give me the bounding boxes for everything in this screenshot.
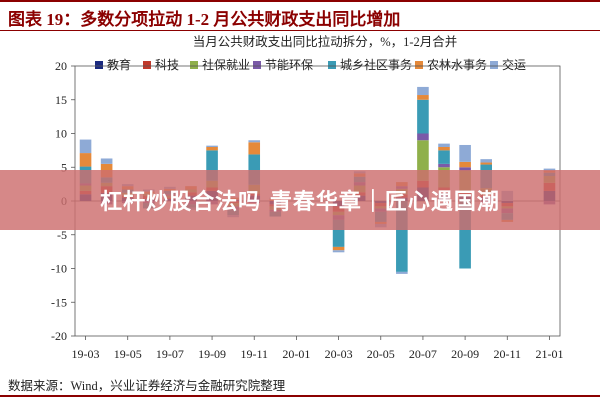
y-tick-label: -5 [57, 228, 67, 242]
bar-segment [438, 143, 450, 147]
overlay-banner: 杠杆炒股合法吗 青春华章｜匠心遇国潮 [0, 170, 600, 230]
title-rule [0, 30, 600, 31]
bar-segment [543, 168, 556, 171]
legend-swatch [415, 61, 423, 69]
bottom-rule [0, 395, 600, 397]
y-tick-label: -15 [51, 295, 67, 309]
x-tick-label: 19-05 [114, 347, 142, 361]
x-tick-label: 19-09 [198, 347, 226, 361]
y-tick-label: 15 [55, 93, 67, 107]
bar-segment [438, 163, 450, 168]
bar-segment [459, 167, 471, 171]
legend-label: 节能环保 [265, 58, 313, 72]
y-tick-label: -20 [51, 329, 67, 343]
x-tick-label: 19-11 [240, 347, 268, 361]
chart-legend: 教育 科技 社保就业 节能环保 城乡社区事务 农林水事务 交运 [95, 57, 526, 72]
x-tick-label: 20-09 [451, 347, 479, 361]
bar-segment [79, 153, 92, 167]
legend-label: 教育 [107, 57, 131, 72]
legend-label: 社保就业 [202, 57, 250, 72]
legend-label: 交运 [502, 57, 526, 72]
y-tick-label: 20 [55, 59, 67, 73]
bar-segment [459, 201, 471, 269]
bar-segment [248, 142, 261, 155]
legend-swatch [328, 61, 336, 69]
bar-segment [459, 161, 471, 168]
bar-segment [480, 162, 492, 165]
x-tick-label: 19-03 [72, 347, 100, 361]
bar-segment [332, 246, 345, 251]
legend-swatch [143, 61, 151, 69]
bar-segment [417, 133, 429, 141]
bar-segment [206, 147, 218, 151]
bar-segment [438, 147, 450, 151]
bar-segment [417, 140, 429, 181]
x-tick-label: 20-03 [325, 347, 353, 361]
x-tick-label: 20-01 [282, 347, 310, 361]
data-source: 数据来源：Wind，兴业证券经济与金融研究院整理 [8, 379, 286, 393]
x-tick-label: 19-07 [156, 347, 184, 361]
bar-segment [459, 144, 471, 162]
legend-swatch [190, 61, 198, 69]
figure-title: 图表 19：多数分项拉动 1-2 月公共财政支出同比增加 [0, 0, 600, 30]
y-tick-label: 10 [55, 127, 67, 141]
y-tick-label: -10 [51, 262, 67, 276]
x-tick-label: 21-01 [535, 347, 563, 361]
bar-segment [79, 139, 92, 154]
bar-segment [206, 145, 218, 147]
legend-label: 城乡社区事务 [340, 57, 412, 72]
x-tick-label: 20-05 [367, 347, 395, 361]
bar-segment [417, 95, 429, 100]
bar-segment [248, 154, 261, 185]
bar-segment [396, 201, 408, 272]
bar-segment [396, 271, 408, 274]
chart-title: 当月公共财政支出同比拉动拆分，%，1-2月合并 [193, 34, 458, 49]
bar-segment [417, 86, 429, 96]
bar-segment [100, 158, 113, 164]
legend-swatch [253, 61, 261, 69]
legend-swatch [490, 61, 498, 69]
legend-swatch [95, 61, 103, 69]
bar-segment [438, 150, 450, 164]
x-tick-label: 20-07 [409, 347, 437, 361]
y-tick-label: 5 [61, 160, 67, 174]
bar-segment [480, 159, 492, 163]
bar-segment [417, 99, 429, 134]
bar-segment [248, 140, 261, 143]
x-tick-label: 20-11 [494, 347, 522, 361]
bar-segment [332, 250, 345, 253]
legend-label: 科技 [155, 58, 179, 72]
legend-label: 农林水事务 [427, 57, 487, 72]
bar-segment [332, 219, 345, 247]
overlay-banner-text: 杠杆炒股合法吗 青春华章｜匠心遇国潮 [100, 190, 500, 215]
bar-segment [206, 150, 218, 181]
